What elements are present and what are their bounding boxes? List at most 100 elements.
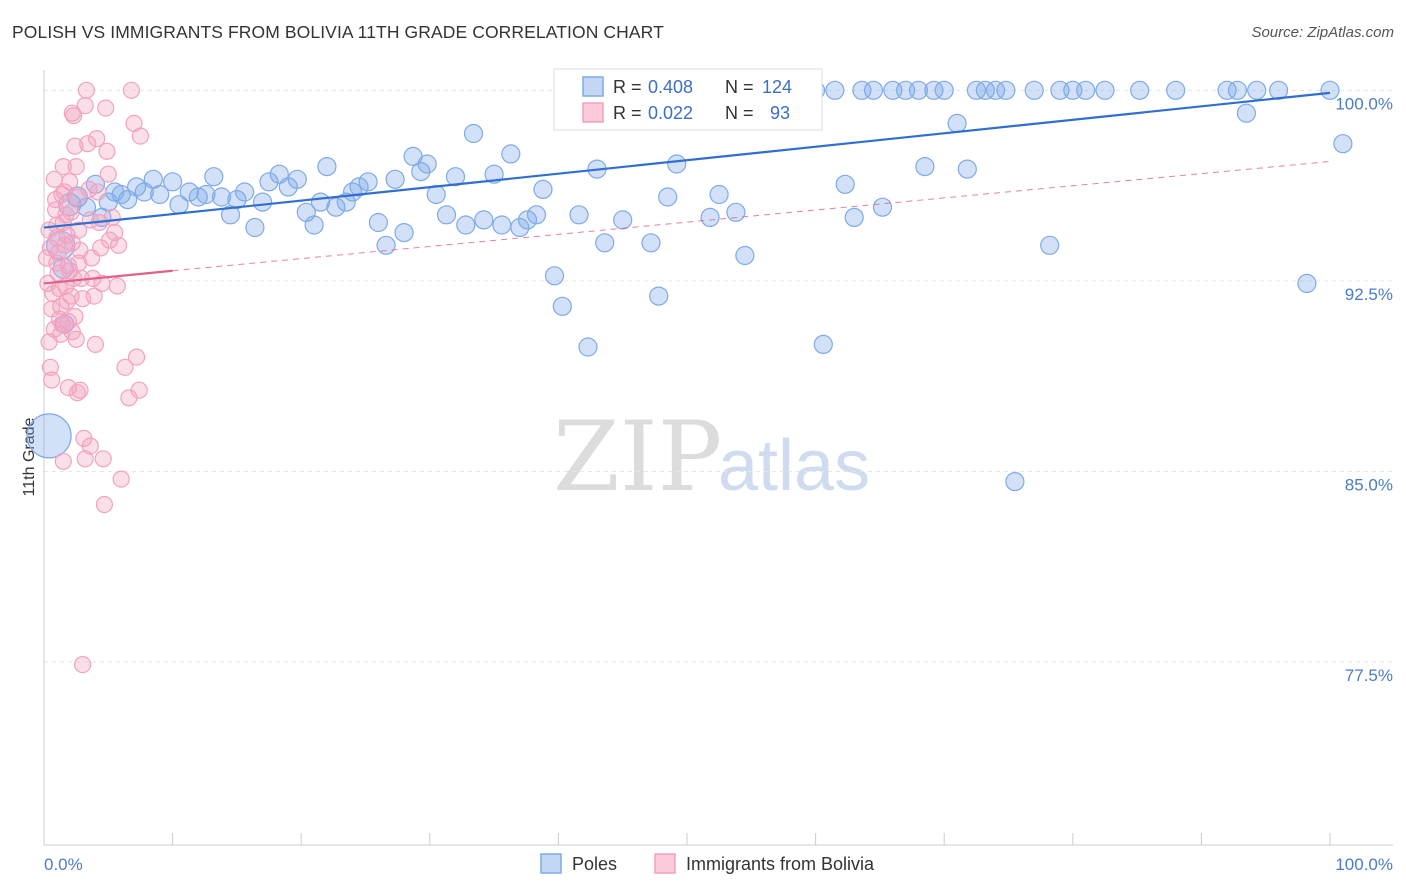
point-poles-62 — [544, 266, 565, 286]
point-bolivia-3 — [41, 358, 60, 376]
point-bolivia-87 — [76, 96, 94, 115]
point-bolivia-79 — [112, 470, 130, 488]
point-poles-65 — [569, 205, 589, 225]
y-tick-label-2: 85.0% — [1345, 475, 1393, 494]
point-poles-74 — [649, 286, 669, 306]
point-bolivia-33 — [52, 297, 70, 315]
trend-line-extension-bolivia — [172, 160, 1331, 272]
chart-title: POLISH VS IMMIGRANTS FROM BOLIVIA 11TH G… — [12, 22, 664, 42]
point-bolivia-76 — [106, 224, 124, 242]
point-poles-108 — [985, 80, 1006, 100]
point-poles-93 — [835, 174, 855, 194]
watermark-atlas: atlas — [718, 426, 870, 506]
point-poles-47 — [411, 162, 431, 182]
point-bolivia-53 — [68, 384, 87, 402]
point-bolivia-92 — [70, 254, 88, 272]
point-bolivia-4 — [43, 371, 61, 389]
point-bolivia-85 — [130, 381, 148, 399]
point-poles-38 — [336, 192, 356, 212]
point-poles-125 — [1320, 80, 1340, 100]
point-poles-37 — [326, 197, 346, 217]
point-poles-116 — [1095, 80, 1115, 100]
point-poles-57 — [501, 144, 521, 164]
point-bolivia-75 — [103, 208, 121, 226]
point-poles-55 — [484, 164, 504, 184]
point-bolivia-78 — [109, 236, 128, 254]
point-bolivia-56 — [77, 81, 96, 99]
point-poles-20 — [188, 187, 208, 207]
point-bolivia-55 — [73, 655, 92, 674]
stats-legend-r-value-bolivia: 0.022 — [648, 103, 693, 123]
point-poles-51 — [445, 167, 466, 187]
point-poles-52 — [456, 215, 476, 235]
point-poles-42 — [368, 212, 388, 233]
point-poles-100 — [908, 80, 929, 100]
bottom-legend-swatch-bolivia — [654, 853, 676, 874]
stats-legend-r-label-poles: R = — [613, 77, 642, 97]
point-bolivia-47 — [70, 221, 88, 239]
stats-legend: R = 0.408 N = 124 R = 0.022 N = 93 — [553, 68, 823, 131]
trend-line-bolivia — [43, 269, 173, 285]
point-bolivia-69 — [94, 450, 112, 468]
point-bolivia-70 — [95, 495, 114, 514]
point-poles-0 — [26, 413, 72, 459]
point-poles-122 — [1247, 80, 1267, 100]
point-poles-60 — [526, 205, 547, 225]
point-bolivia-63 — [86, 335, 105, 353]
point-poles-82 — [726, 202, 746, 222]
y-tick-label-0: 100.0% — [1335, 94, 1393, 113]
stats-legend-r-value-poles: 0.408 — [648, 77, 693, 97]
point-poles-23 — [211, 187, 232, 207]
stats-legend-r-label-bolivia: R = — [613, 103, 642, 123]
point-poles-45 — [394, 223, 414, 243]
point-poles-75 — [658, 187, 678, 207]
point-poles-21 — [196, 184, 216, 205]
point-poles-102 — [924, 80, 944, 100]
point-poles-66 — [578, 337, 598, 357]
point-poles-59 — [517, 210, 538, 230]
point-poles-120 — [1227, 80, 1248, 100]
point-poles-29 — [259, 172, 279, 192]
point-poles-95 — [852, 80, 872, 100]
point-poles-70 — [613, 210, 633, 230]
stats-legend-n-value-bolivia: 93 — [770, 103, 790, 123]
point-poles-58 — [510, 217, 530, 238]
point-poles-91 — [813, 334, 833, 354]
point-poles-26 — [235, 182, 255, 202]
point-poles-79 — [700, 207, 720, 227]
bottom-legend: Poles Immigrants from Bolivia — [540, 853, 875, 874]
point-poles-43 — [376, 235, 396, 255]
point-bolivia-64 — [88, 130, 106, 148]
stats-legend-n-label-poles: N = — [725, 77, 754, 97]
y-tick-label-1: 92.5% — [1345, 285, 1393, 304]
point-poles-76 — [667, 154, 687, 174]
point-poles-53 — [463, 123, 484, 144]
point-bolivia-31 — [49, 244, 67, 262]
bottom-legend-label-bolivia: Immigrants from Bolivia — [686, 854, 875, 874]
point-poles-17 — [163, 172, 183, 192]
point-poles-56 — [492, 215, 512, 235]
point-bolivia-42 — [63, 323, 81, 341]
y-tick-label-3: 77.5% — [1345, 666, 1393, 685]
point-bolivia-89 — [63, 104, 81, 122]
point-bolivia-37 — [57, 206, 75, 224]
point-poles-80 — [709, 184, 729, 205]
point-bolivia-84 — [128, 348, 146, 366]
point-poles-112 — [1040, 235, 1060, 255]
point-bolivia-44 — [66, 137, 84, 155]
point-bolivia-72 — [98, 142, 116, 160]
point-poles-16 — [150, 184, 170, 205]
point-poles-73 — [641, 233, 661, 253]
point-bolivia-52 — [76, 450, 94, 468]
point-bolivia-28 — [45, 170, 63, 188]
point-poles-115 — [1076, 80, 1096, 100]
point-poles-83 — [735, 245, 755, 266]
point-poles-104 — [947, 113, 967, 134]
point-bolivia-82 — [122, 81, 140, 99]
point-poles-54 — [474, 210, 494, 230]
point-bolivia-90 — [59, 379, 78, 397]
point-poles-97 — [872, 197, 893, 217]
point-poles-111 — [1024, 80, 1044, 100]
x-axis-ticks — [43, 833, 1331, 845]
